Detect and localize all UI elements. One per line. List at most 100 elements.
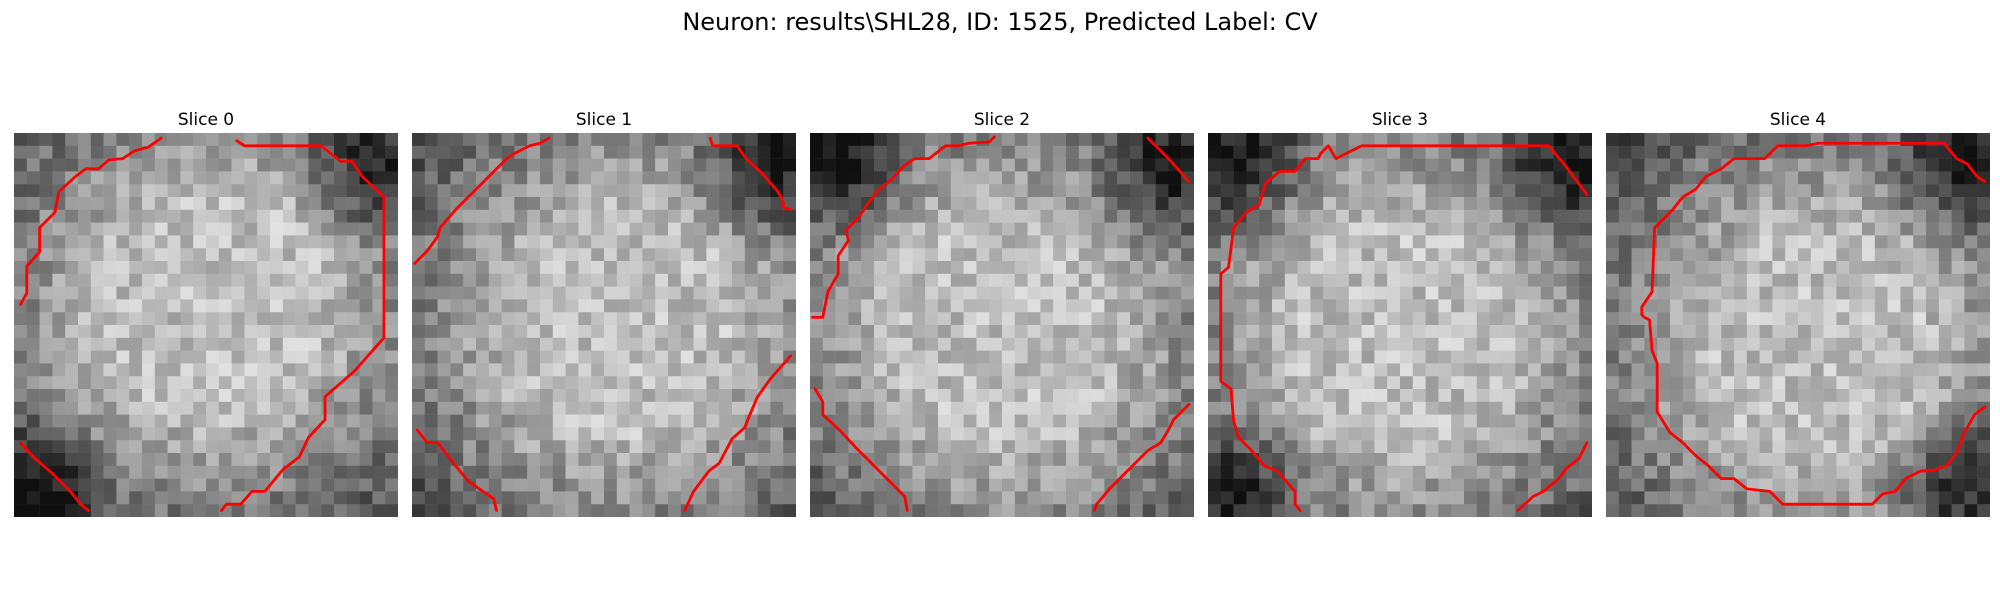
pixel [295,184,309,198]
pixel [680,350,694,364]
pixel [1515,440,1529,454]
pixel [1400,273,1414,287]
pixel [282,350,296,364]
pixel [861,440,875,454]
pixel [1900,299,1914,313]
pixel [1606,312,1620,326]
pixel [180,286,194,300]
pixel [1361,145,1375,159]
pixel [154,158,168,172]
pixel [1528,222,1542,236]
pixel [1785,465,1799,479]
pixel [308,286,322,300]
pixel [1606,363,1620,377]
pixel [424,145,438,159]
pixel [1310,427,1324,441]
pixel [886,209,900,223]
pixel [1208,248,1222,262]
pixel [1272,363,1286,377]
pixel [1606,222,1620,236]
pixel [1053,261,1067,275]
pixel [552,158,566,172]
pixel [154,248,168,262]
pixel [1014,273,1028,287]
pixel [578,363,592,377]
pixel [501,504,515,517]
pixel [578,478,592,492]
pixel [1708,299,1722,313]
pixel [1977,427,1990,441]
pixel [1208,401,1222,415]
pixel [295,235,309,249]
pixel [231,235,245,249]
pixel [950,376,964,390]
pixel [1887,401,1901,415]
pixel [770,209,784,223]
pixel [488,184,502,198]
pixel [129,478,143,492]
pixel [1746,414,1760,428]
pixel [1759,504,1773,517]
pixel [1631,440,1645,454]
pixel [424,478,438,492]
pixel [1438,376,1452,390]
pixel [1849,504,1863,517]
pixel [1310,350,1324,364]
pixel [1606,261,1620,275]
pixel [950,337,964,351]
pixel [1374,427,1388,441]
pixel [412,350,426,364]
pixel [693,337,707,351]
pixel [578,273,592,287]
pixel [26,273,40,287]
pixel [1155,248,1169,262]
pixel [1361,465,1375,479]
pixel [1746,235,1760,249]
pixel [1553,350,1567,364]
pixel [1746,363,1760,377]
pixel [103,197,117,211]
pixel [65,427,79,441]
pixel [604,133,618,147]
pixel [1233,337,1247,351]
pixel [757,209,771,223]
pixel [1053,504,1067,517]
pixel [476,222,490,236]
pixel [218,337,232,351]
pixel [604,235,618,249]
pixel [1053,235,1067,249]
pixel [874,440,888,454]
pixel [706,171,720,185]
pixel [655,350,669,364]
pixel [1553,171,1567,185]
pixel [26,478,40,492]
pixel [206,171,220,185]
pixel [783,389,796,403]
pixel [963,453,977,467]
pixel [1438,427,1452,441]
pixel [1734,414,1748,428]
pixel [385,325,398,339]
pixel [1964,197,1978,211]
pixel [1540,158,1554,172]
pixel [1425,235,1439,249]
pixel [1862,273,1876,287]
pixel [346,261,360,275]
pixel [925,248,939,262]
pixel [65,401,79,415]
pixel [14,401,28,415]
pixel [1759,376,1773,390]
pixel [732,248,746,262]
pixel [1336,427,1350,441]
pixel [1272,350,1286,364]
pixel [1849,325,1863,339]
pixel [1142,376,1156,390]
pixel [193,350,207,364]
pixel [1657,401,1671,415]
pixel [65,350,79,364]
pixel [501,465,515,479]
pixel [1798,235,1812,249]
pixel [1670,504,1684,517]
pixel [1091,401,1105,415]
pixel [1926,248,1940,262]
